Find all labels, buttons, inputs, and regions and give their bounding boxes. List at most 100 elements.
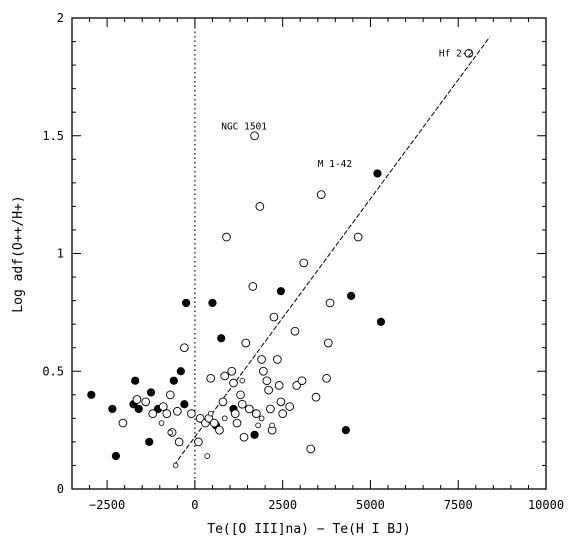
small-open-data-point (172, 462, 179, 469)
open-data-point (262, 376, 272, 386)
small-open-data-point (269, 422, 275, 429)
open-data-point (158, 402, 168, 411)
y-tick-label: 2 (57, 11, 64, 25)
small-open-data-point (207, 410, 214, 417)
small-open-data-point (167, 429, 174, 436)
axis-tick-labels: −2500 0 2500 5000 7500 10000 0 0.5 1 1.5 2 (42, 11, 564, 512)
open-data-point (248, 282, 258, 291)
y-tick-label: 0.5 (42, 364, 64, 378)
filled-data-point (169, 376, 178, 385)
small-open-data-point (221, 415, 228, 422)
filled-data-point (217, 334, 226, 343)
open-data-point (264, 385, 273, 395)
filled-data-point (376, 317, 386, 326)
open-data-point (230, 409, 240, 418)
open-data-point (174, 437, 184, 447)
small-open-data-point (255, 422, 261, 429)
open-data-point (236, 390, 245, 400)
filled-data-point (208, 298, 217, 308)
filled-data-point (111, 451, 120, 461)
open-data-point (215, 425, 224, 435)
open-data-point (141, 397, 151, 407)
filled-data-point (373, 169, 382, 178)
open-data-point (464, 48, 474, 58)
open-data-point (227, 366, 237, 376)
x-tick-label: 10000 (528, 498, 564, 512)
filled-data-point (341, 426, 350, 435)
filled-data-point (276, 287, 286, 296)
open-data-point (232, 418, 242, 428)
x-tick-label: 7500 (444, 498, 473, 512)
open-data-point (316, 190, 326, 199)
point-annotations: Hf 2-2 NGC 1501 M 1-42 (221, 48, 473, 170)
open-data-point (206, 373, 216, 383)
y-tick-label: 1.5 (42, 129, 64, 143)
open-data-point (322, 373, 331, 383)
filled-data-point (347, 291, 356, 300)
data-points (87, 48, 474, 469)
filled-data-point (176, 367, 185, 376)
open-data-point (172, 406, 182, 416)
open-data-point (274, 381, 284, 390)
open-data-point (266, 404, 275, 414)
filled-data-point (87, 390, 96, 399)
open-data-point (241, 338, 251, 348)
y-tick-label: 1 (57, 247, 64, 261)
open-data-point (229, 378, 238, 388)
x-tick-label: −2500 (89, 498, 125, 512)
open-data-point (325, 298, 335, 308)
open-data-point (148, 409, 158, 418)
filled-data-point (146, 388, 156, 397)
open-data-point (285, 402, 295, 411)
open-data-point (278, 409, 288, 418)
open-data-point (273, 355, 282, 364)
x-tick-label: 2500 (268, 498, 297, 512)
open-data-point (311, 392, 321, 402)
open-data-point (239, 432, 249, 442)
axis-ticks (71, 17, 547, 490)
x-axis-label: Te([O III]na) − Te(H I BJ) (207, 522, 411, 537)
x-tick-label: 5000 (356, 498, 385, 512)
open-data-point (255, 202, 265, 211)
open-data-point (323, 338, 333, 348)
open-data-point (290, 326, 300, 336)
x-tick-label: 0 (191, 498, 198, 512)
open-data-point (250, 131, 259, 141)
filled-data-point (182, 298, 191, 308)
open-data-point (306, 444, 316, 454)
open-data-point (276, 397, 286, 407)
open-data-point (251, 409, 261, 418)
open-data-point (165, 390, 175, 400)
point-annotation: Hf 2-2 (439, 48, 473, 59)
y-tick-label: 0 (57, 482, 64, 496)
fit-line (173, 36, 491, 466)
open-data-point (180, 343, 189, 353)
open-data-point (132, 395, 142, 404)
open-data-point (259, 366, 268, 376)
point-annotation: M 1-42 (318, 159, 352, 170)
filled-data-point (131, 376, 140, 385)
filled-data-point (180, 400, 189, 409)
filled-data-point (145, 437, 154, 447)
filled-data-point (134, 404, 143, 414)
filled-data-point (108, 404, 117, 414)
small-open-data-point (258, 415, 265, 422)
open-data-point (162, 409, 172, 418)
y-axis-label: Log adf(O++/H+) (11, 195, 26, 312)
filled-data-point (250, 430, 259, 439)
open-data-point (187, 409, 196, 418)
open-data-point (353, 232, 363, 242)
point-annotation: NGC 1501 (221, 121, 267, 132)
open-data-point (209, 418, 219, 428)
small-open-data-point (158, 420, 165, 426)
small-open-data-point (239, 377, 246, 384)
open-data-point (269, 312, 279, 322)
open-data-point (244, 404, 254, 414)
open-data-point (218, 397, 228, 407)
open-data-point (237, 399, 247, 409)
open-data-point (257, 355, 266, 364)
open-data-point (194, 437, 203, 447)
open-data-point (220, 371, 230, 381)
open-data-point (222, 232, 231, 242)
